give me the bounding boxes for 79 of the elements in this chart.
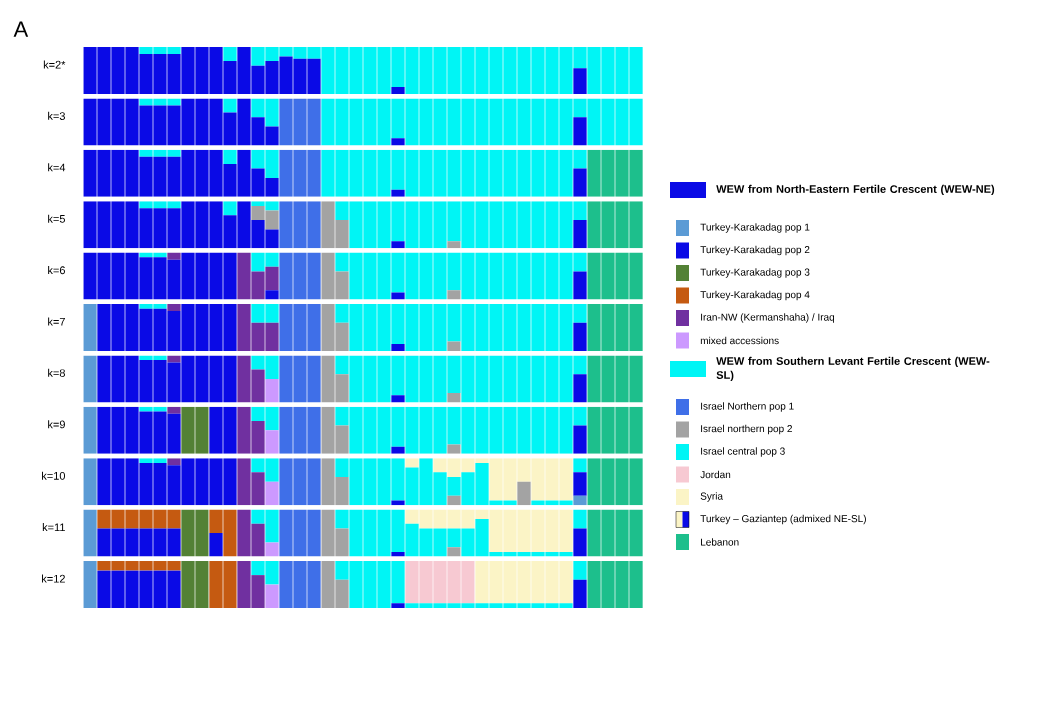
legend-label: Israel northern pop 2	[701, 424, 792, 435]
text: k=3	[48, 111, 65, 120]
bar	[573, 561, 587, 580]
bar	[83, 509, 97, 557]
bar	[447, 290, 461, 300]
bar	[391, 241, 405, 249]
bar	[209, 533, 223, 557]
text: k=9	[48, 420, 65, 429]
legend-label: Turkey-Karakadag pop 4	[700, 290, 810, 301]
bar	[573, 472, 587, 496]
bar	[573, 509, 587, 529]
text: k=5	[48, 214, 65, 223]
text: k=2*	[43, 60, 66, 69]
text: k=8	[48, 368, 65, 377]
text: A	[13, 21, 29, 37]
legend-label: Iran-NW (Kermanshaha) / Iraq	[701, 313, 835, 323]
bar	[573, 458, 587, 473]
bar	[223, 98, 237, 113]
bar	[447, 547, 461, 557]
bar	[167, 252, 181, 260]
bar	[223, 201, 237, 216]
bar	[83, 355, 97, 403]
bar	[83, 561, 97, 608]
bar	[573, 425, 587, 454]
bar	[405, 458, 419, 468]
bar	[391, 343, 405, 351]
bar	[223, 149, 237, 164]
legend-label: Turkey-Karakadag pop 1	[700, 223, 810, 233]
bar	[391, 86, 405, 94]
bar	[223, 46, 237, 62]
bar	[167, 304, 181, 312]
text: k=6	[48, 266, 65, 275]
text: k=10	[42, 471, 66, 480]
bar	[265, 290, 279, 300]
legend-label: Syria	[700, 492, 723, 502]
bar	[573, 168, 587, 197]
legend-label: WEW from North-Eastern Fertile Crescent (WEW-NE)	[716, 184, 995, 196]
bar	[573, 579, 587, 608]
text: k=12	[42, 574, 65, 583]
bar	[447, 341, 461, 351]
bar	[573, 495, 587, 506]
legend-label: Turkey-Karakadag pop 2	[700, 245, 810, 256]
bar	[391, 500, 405, 506]
text: k=11	[42, 523, 65, 532]
bar	[447, 495, 461, 506]
text: Turkey – Gaziantep (admixed NE-SL)	[700, 514, 866, 525]
bar	[517, 481, 531, 506]
bar	[167, 406, 181, 414]
legend-label: Israel Northern pop 1	[701, 402, 794, 412]
legend-label: WEW from Southern Levant Fertile Crescent (WEW-SL)	[716, 356, 990, 382]
bar	[391, 603, 405, 608]
legend-label: Israel central pop 3	[701, 447, 785, 457]
bar	[447, 444, 461, 454]
legend-label: mixed accessions	[700, 336, 779, 345]
bar	[573, 374, 587, 403]
text: k=4	[48, 163, 66, 172]
bar	[265, 542, 279, 557]
bar	[573, 117, 587, 146]
bar	[447, 241, 461, 249]
legend-label: Jordan	[700, 470, 731, 479]
bar	[573, 271, 587, 300]
bar	[391, 551, 405, 557]
bar	[447, 393, 461, 403]
bar	[573, 322, 587, 351]
bar	[83, 304, 97, 351]
legend-label: Lebanon	[701, 538, 739, 546]
text: k=7	[48, 317, 65, 326]
bar	[265, 584, 279, 608]
bar	[573, 528, 587, 557]
legend-label: Turkey-Karakadag pop 3	[700, 268, 810, 278]
bar	[83, 406, 97, 454]
bar	[265, 378, 279, 403]
bar	[265, 481, 279, 506]
bar	[573, 220, 587, 249]
bar	[265, 430, 279, 454]
bar	[391, 138, 405, 146]
bar	[573, 68, 587, 94]
bar	[83, 458, 97, 506]
bar	[391, 395, 405, 403]
